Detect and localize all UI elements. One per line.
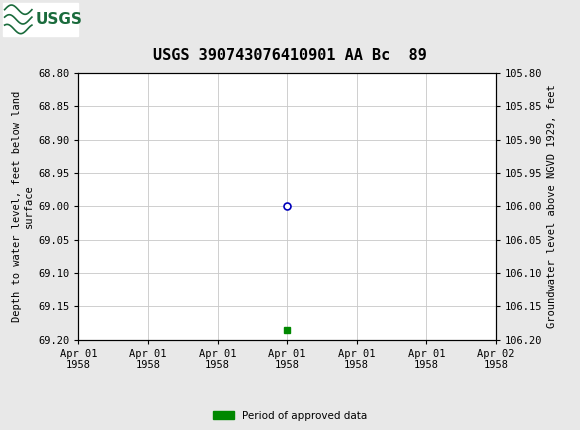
Legend: Period of approved data: Period of approved data [209,407,371,425]
Text: USGS: USGS [36,12,83,27]
Text: USGS 390743076410901 AA Bc  89: USGS 390743076410901 AA Bc 89 [153,48,427,62]
Bar [3,3,78,36]
Y-axis label: Groundwater level above NGVD 1929, feet: Groundwater level above NGVD 1929, feet [546,85,557,328]
Y-axis label: Depth to water level, feet below land
surface: Depth to water level, feet below land su… [12,91,34,322]
